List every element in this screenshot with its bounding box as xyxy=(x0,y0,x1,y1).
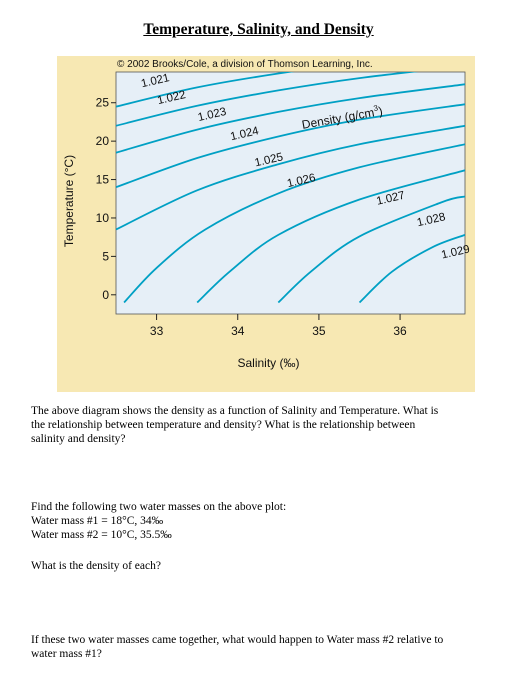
x-tick-label: 35 xyxy=(312,324,326,338)
question-3: If these two water masses came together,… xyxy=(31,633,501,661)
y-tick-label: 20 xyxy=(96,134,110,148)
question-1: The above diagram shows the density as a… xyxy=(31,404,501,446)
density-figure: © 2002 Brooks/Cole, a division of Thomso… xyxy=(57,56,475,392)
question-1-line: salinity and density? xyxy=(31,433,126,445)
water-mass-section: Find the following two water masses on t… xyxy=(31,500,501,542)
density-line-1.025 xyxy=(116,124,465,231)
x-tick-label: 33 xyxy=(150,324,164,338)
question-3-line: water mass #1? xyxy=(31,648,102,660)
question-1-line: The above diagram shows the density as a… xyxy=(31,405,439,417)
question-3-line: If these two water masses came together,… xyxy=(31,634,444,646)
find-intro: Find the following two water masses on t… xyxy=(31,501,287,513)
x-axis-label: Salinity (‰) xyxy=(237,356,299,370)
question-1-line: the relationship between temperature and… xyxy=(31,419,416,431)
page-title: Temperature, Salinity, and Density xyxy=(143,21,374,38)
density-line-1.026 xyxy=(123,143,465,304)
density-line-1.027 xyxy=(196,169,465,304)
plot-area xyxy=(115,71,466,315)
y-axis-label: Temperature (°C) xyxy=(62,155,76,247)
density-line-1.023 xyxy=(116,83,465,154)
density-line-1.021 xyxy=(116,72,295,108)
density-line-1.029 xyxy=(358,234,465,304)
copyright-notice: © 2002 Brooks/Cole, a division of Thomso… xyxy=(117,59,373,70)
density-line-1.028 xyxy=(277,195,465,304)
x-tick-label: 36 xyxy=(393,324,407,338)
density-line-1.024 xyxy=(116,103,465,189)
water-mass-1: Water mass #1 = 18°C, 34‰ xyxy=(31,515,164,527)
y-tick-label: 15 xyxy=(96,173,110,187)
y-tick-label: 25 xyxy=(96,96,110,110)
x-tick-label: 34 xyxy=(231,324,245,338)
density-line-1.022 xyxy=(116,72,419,127)
y-tick-label: 10 xyxy=(96,211,110,225)
density-chart: 1.0211.0221.0231.0241.0251.0261.0271.028… xyxy=(62,71,471,370)
y-tick-label: 0 xyxy=(102,288,109,302)
y-tick-label: 5 xyxy=(102,249,109,263)
water-mass-2: Water mass #2 = 10°C, 35.5‰ xyxy=(31,529,172,541)
question-2: What is the density of each? xyxy=(31,560,161,572)
